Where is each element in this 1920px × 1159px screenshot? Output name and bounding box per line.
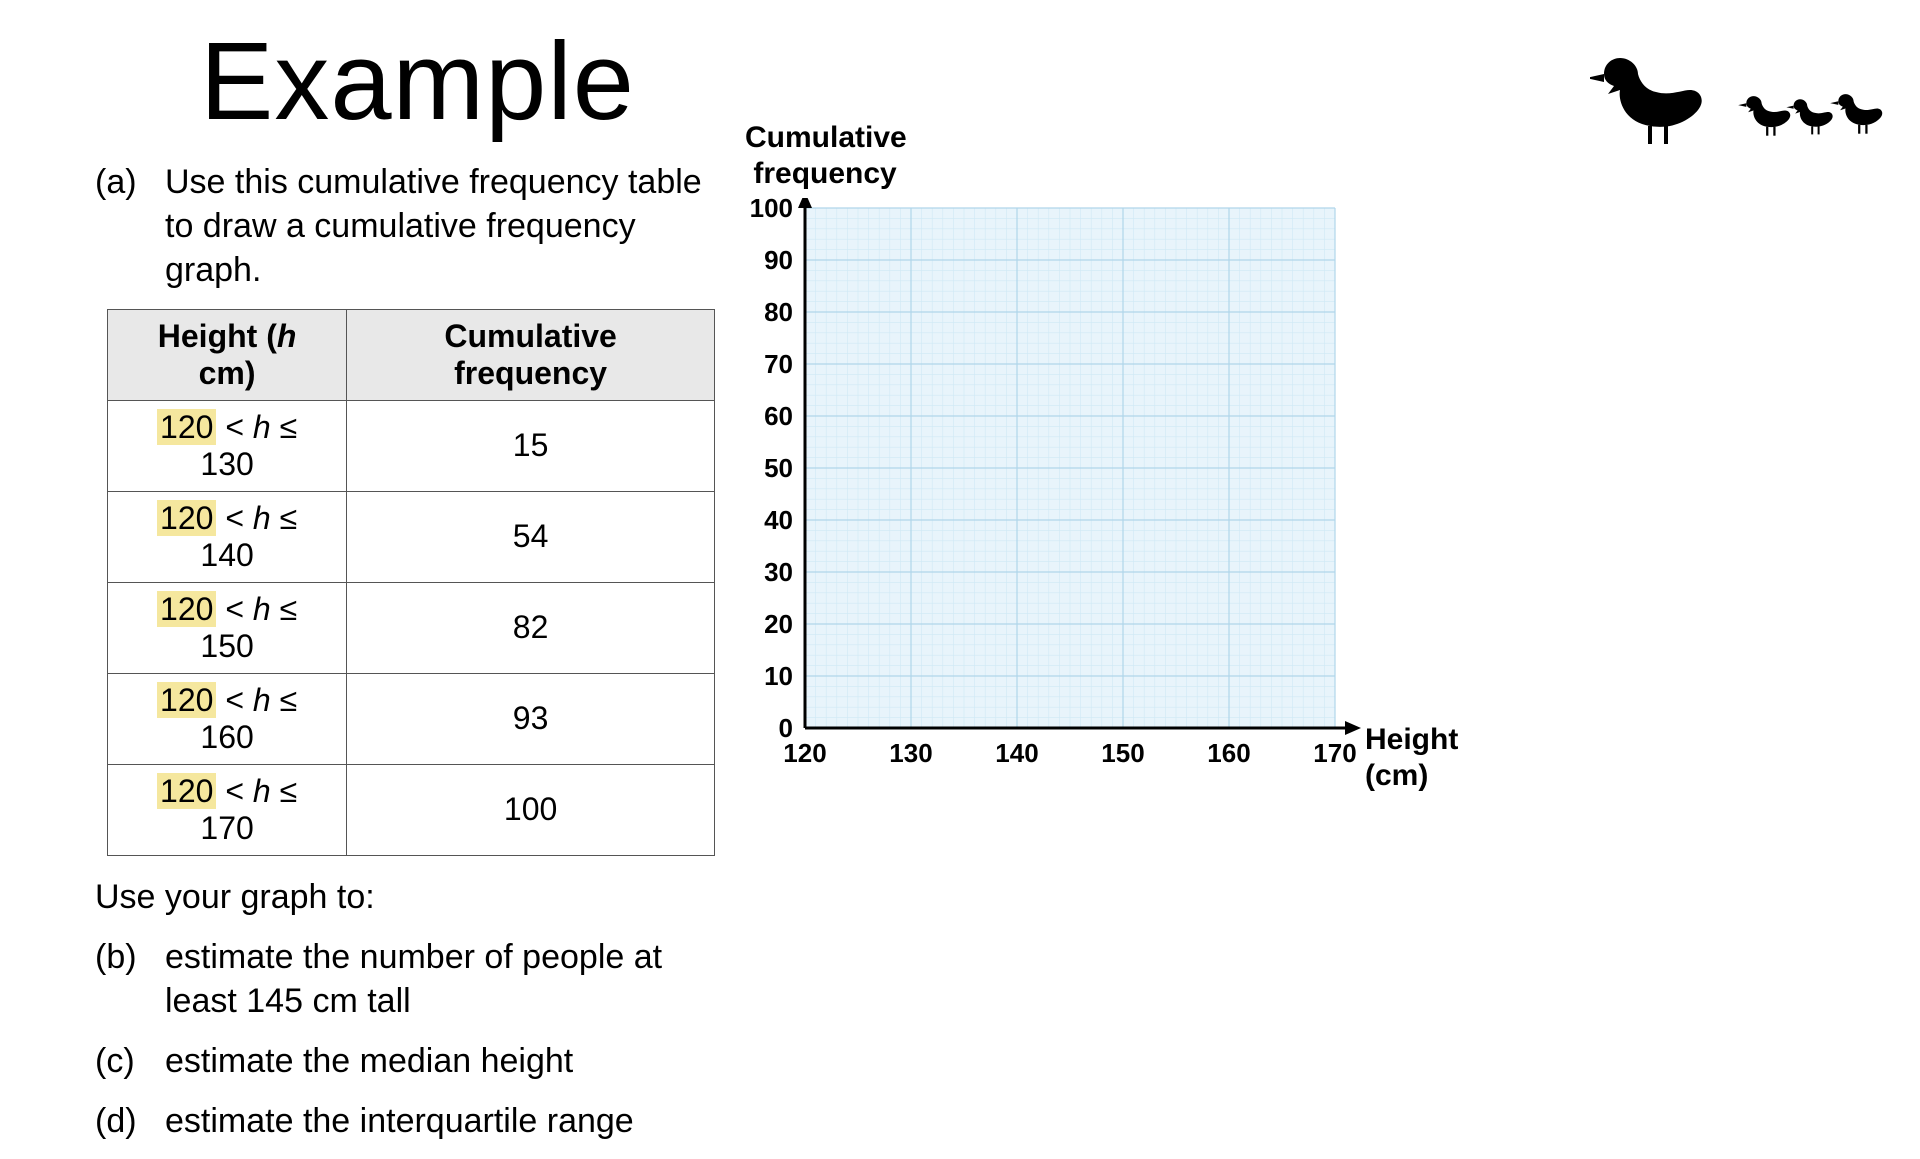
svg-text:40: 40 [764,505,793,535]
table-row: 120 < h ≤ 170100 [108,764,715,855]
svg-text:120: 120 [783,738,826,768]
question-text: estimate the median height [165,1039,715,1083]
cf-cell: 93 [347,673,715,764]
question-a: (a) Use this cumulative frequency table … [95,160,715,293]
svg-text:150: 150 [1101,738,1144,768]
svg-text:30: 30 [764,557,793,587]
question-text: estimate the number of people at least 1… [165,935,715,1023]
svg-text:10: 10 [764,661,793,691]
height-range-cell: 120 < h ≤ 140 [108,491,347,582]
ducks-illustration [1590,40,1890,155]
svg-text:100: 100 [750,198,793,223]
chart-region: Cumulative frequency 0102030405060708090… [745,120,1385,788]
cf-cell: 100 [347,764,715,855]
question-text: estimate the interquartile range [165,1099,715,1143]
svg-text:80: 80 [764,297,793,327]
svg-text:160: 160 [1207,738,1250,768]
height-range-cell: 120 < h ≤ 130 [108,400,347,491]
svg-text:20: 20 [764,609,793,639]
cf-cell: 15 [347,400,715,491]
cf-cell: 54 [347,491,715,582]
question-text: Use this cumulative frequency table to d… [165,160,715,293]
x-axis-title: Height(cm) [1365,722,1458,794]
cf-cell: 82 [347,582,715,673]
svg-text:90: 90 [764,245,793,275]
question-b: (b) estimate the number of people at lea… [95,935,715,1023]
frequency-table: Height (h cm) Cumulative frequency 120 <… [107,309,715,856]
question-d: (d) estimate the interquartile range [95,1099,715,1143]
page-title: Example [200,18,635,145]
table-row: 120 < h ≤ 15082 [108,582,715,673]
height-range-cell: 120 < h ≤ 160 [108,673,347,764]
svg-text:60: 60 [764,401,793,431]
svg-text:50: 50 [764,453,793,483]
cumulative-frequency-chart: 0102030405060708090100120130140150160170 [745,198,1385,788]
height-range-cell: 120 < h ≤ 150 [108,582,347,673]
question-letter: (b) [95,935,143,1023]
question-letter: (c) [95,1039,143,1083]
table-row: 120 < h ≤ 16093 [108,673,715,764]
instruction-text: Use your graph to: [95,878,715,917]
table-header-cf: Cumulative frequency [347,309,715,400]
y-axis-title: Cumulative frequency [745,120,1385,192]
height-range-cell: 120 < h ≤ 170 [108,764,347,855]
svg-text:140: 140 [995,738,1038,768]
svg-text:170: 170 [1313,738,1356,768]
svg-text:70: 70 [764,349,793,379]
question-c: (c) estimate the median height [95,1039,715,1083]
table-header-height: Height (h cm) [108,309,347,400]
question-letter: (d) [95,1099,143,1143]
svg-text:130: 130 [889,738,932,768]
question-letter: (a) [95,160,143,293]
table-row: 120 < h ≤ 14054 [108,491,715,582]
table-row: 120 < h ≤ 13015 [108,400,715,491]
